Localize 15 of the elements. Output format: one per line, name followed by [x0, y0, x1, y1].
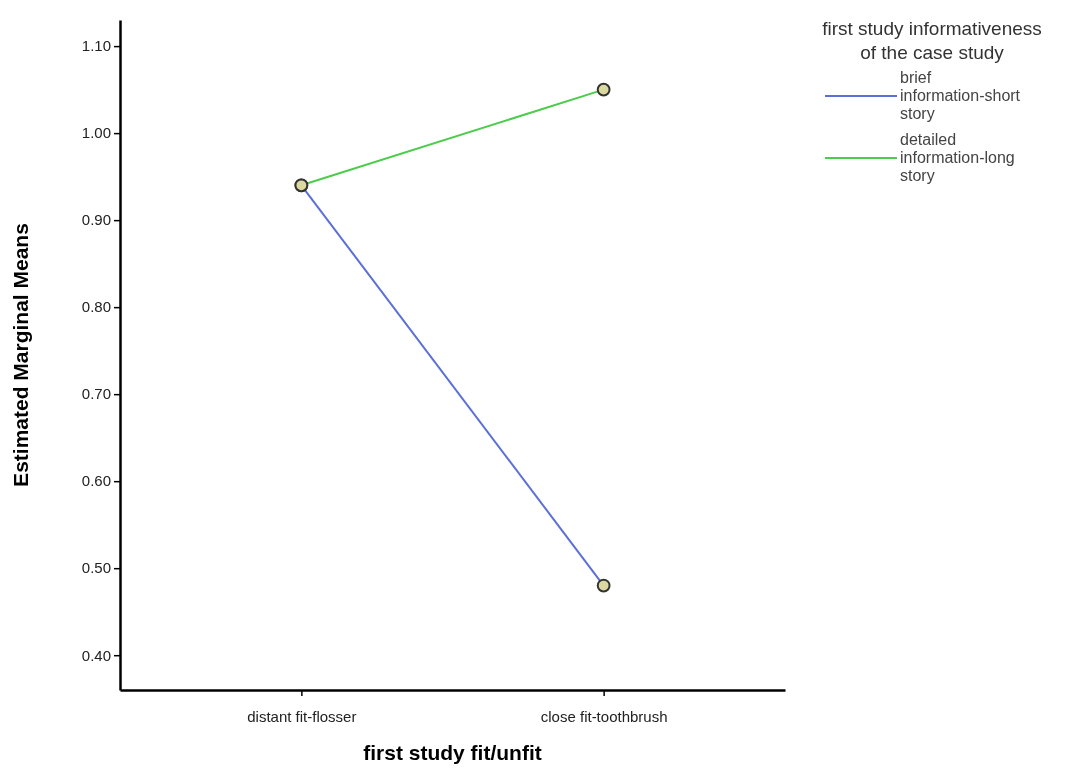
y-axis-title: Estimated Marginal Means: [9, 223, 32, 487]
y-tick-label: 0.80: [81, 298, 111, 316]
x-tick-label: close fit-toothbrush: [540, 707, 668, 725]
y-tick-label: 0.40: [81, 646, 111, 664]
y-tick-label: 1.10: [81, 37, 111, 55]
legend-label: detailed information-long story: [900, 131, 1015, 184]
y-tick-label: 0.70: [81, 385, 111, 403]
y-tick-label: 1.00: [81, 124, 111, 142]
x-axis-title: first study fit/unfit: [363, 741, 542, 764]
y-tick-label: 0.50: [81, 559, 111, 577]
y-tick-label: 0.90: [81, 211, 111, 229]
y-tick-label: 0.60: [81, 472, 111, 490]
x-tick-label: distant fit-flosser: [247, 707, 357, 725]
legend-label: brief information-short story: [900, 69, 1021, 122]
legend-title: first study informativeness of the case study: [822, 18, 1042, 63]
